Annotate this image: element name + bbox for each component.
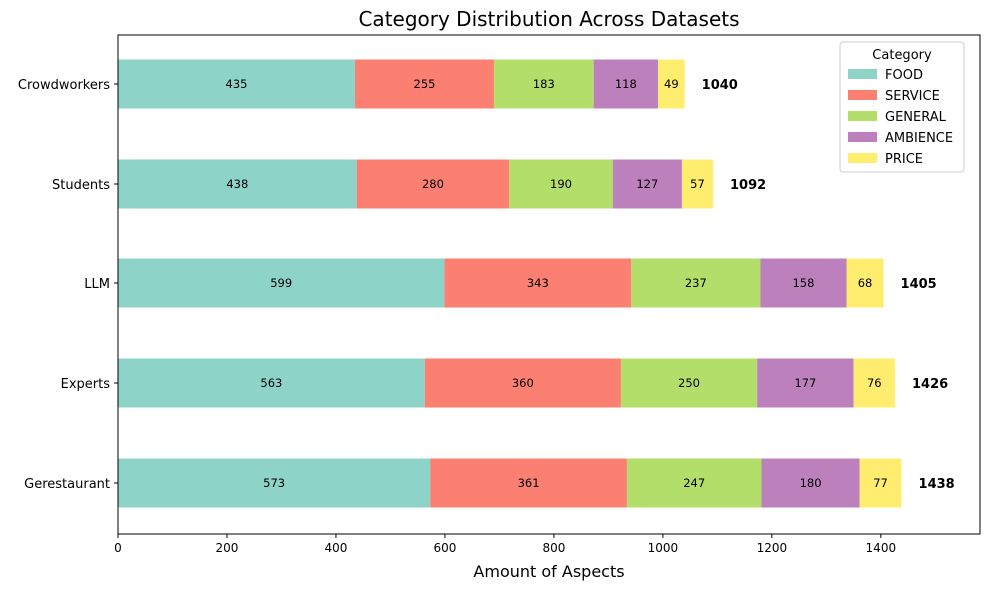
bar-value-label: 361: [518, 476, 540, 490]
y-tick-label: Experts: [61, 377, 111, 392]
x-tick-label: 800: [542, 541, 565, 555]
bar-segment-ambience: [757, 358, 854, 408]
bar-segment-service: [424, 358, 621, 408]
bar-value-label: 183: [533, 77, 555, 91]
y-tick-label: Gerestaurant: [24, 477, 110, 492]
bar-segment-ambience: [612, 159, 682, 209]
bar-value-label: 599: [270, 276, 292, 290]
bar-segment-ambience: [760, 258, 847, 308]
bar-value-label: 127: [636, 177, 658, 191]
bar-value-label: 49: [664, 77, 679, 91]
bar-total-label: 1426: [912, 377, 948, 392]
legend-swatch-general: [848, 111, 877, 121]
bar-value-label: 255: [414, 77, 436, 91]
bar-value-label: 190: [550, 177, 572, 191]
x-tick-label: 1400: [866, 541, 897, 555]
bar-value-label: 573: [263, 476, 285, 490]
bar-total-label: 1040: [702, 78, 738, 93]
bar-value-label: 360: [512, 376, 534, 390]
bar-value-label: 158: [792, 276, 814, 290]
bar-value-label: 343: [527, 276, 549, 290]
bar-segment-food: [118, 258, 445, 308]
bar-segment-price: [853, 358, 895, 408]
legend-swatch-service: [848, 90, 877, 100]
x-axis-label: Amount of Aspects: [473, 562, 624, 581]
legend-swatch-price: [848, 153, 877, 163]
legend-label: FOOD: [885, 68, 923, 83]
legend-label: GENERAL: [885, 110, 947, 125]
bar-value-label: 563: [260, 376, 282, 390]
bar-value-label: 237: [685, 276, 707, 290]
bar-segment-ambience: [593, 59, 658, 109]
bar-segment-food: [118, 59, 356, 109]
bar-segment-service: [430, 458, 627, 508]
legend-swatch-food: [848, 69, 877, 79]
legend-swatch-ambience: [848, 132, 877, 142]
bar-value-label: 280: [422, 177, 444, 191]
bar-value-label: 435: [226, 77, 248, 91]
bar-segment-service: [356, 159, 510, 209]
x-tick-label: 400: [324, 541, 347, 555]
bar-segment-price: [657, 59, 685, 109]
bar-segment-general: [493, 59, 594, 109]
legend-label: PRICE: [885, 152, 923, 167]
bar-total-label: 1092: [730, 178, 766, 193]
chart-title: Category Distribution Across Datasets: [358, 7, 739, 31]
bar-total-label: 1405: [901, 277, 937, 292]
bar-segment-price: [846, 258, 884, 308]
bars-layer: 435 255 183 118 49 1040 438 280 190 127 57 1092 599 3…: [118, 59, 955, 508]
x-tick-label: 0: [114, 541, 122, 555]
bar-segment-food: [118, 358, 425, 408]
bar-value-label: 180: [800, 476, 822, 490]
x-tick-label: 1000: [648, 541, 679, 555]
bar-segment-food: [118, 159, 357, 209]
y-tick-label: Crowdworkers: [18, 78, 110, 93]
x-tick-label: 200: [216, 541, 239, 555]
bar-segment-service: [355, 59, 494, 109]
bar-segment-price: [681, 159, 714, 209]
bar-segment-price: [859, 458, 902, 508]
bar-value-label: 118: [615, 77, 637, 91]
bar-segment-general: [626, 458, 762, 508]
bar-segment-ambience: [761, 458, 860, 508]
x-tick-label: 1200: [757, 541, 788, 555]
legend-label: AMBIENCE: [885, 131, 953, 146]
bar-value-label: 76: [867, 376, 882, 390]
plot-frame: [117, 34, 981, 535]
bar-value-label: 77: [873, 476, 888, 490]
y-tick-label: LLM: [84, 277, 110, 292]
y-tick-label: Students: [52, 178, 110, 193]
x-tick-label: 600: [433, 541, 456, 555]
bar-value-label: 247: [683, 476, 705, 490]
bar-segment-food: [118, 458, 431, 508]
legend: Category FOOD SERVICE GENERAL AMBIENCE PRICE: [839, 41, 965, 173]
bar-total-label: 1438: [919, 477, 955, 492]
bar-segment-general: [631, 258, 761, 308]
bar-value-label: 177: [794, 376, 816, 390]
bar-segment-general: [620, 358, 758, 408]
y-axis: Crowdworkers Students LLM Experts Gerestaura…: [18, 78, 118, 492]
bar-segment-service: [444, 258, 632, 308]
legend-label: SERVICE: [885, 89, 940, 104]
bar-segment-general: [509, 159, 613, 209]
bar-value-label: 250: [678, 376, 700, 390]
legend-title: Category: [872, 48, 932, 63]
bar-value-label: 68: [858, 276, 873, 290]
bar-value-label: 438: [226, 177, 248, 191]
x-axis: 0 200 400 600 800 1000 1200 1400: [114, 534, 896, 555]
bar-value-label: 57: [690, 177, 705, 191]
